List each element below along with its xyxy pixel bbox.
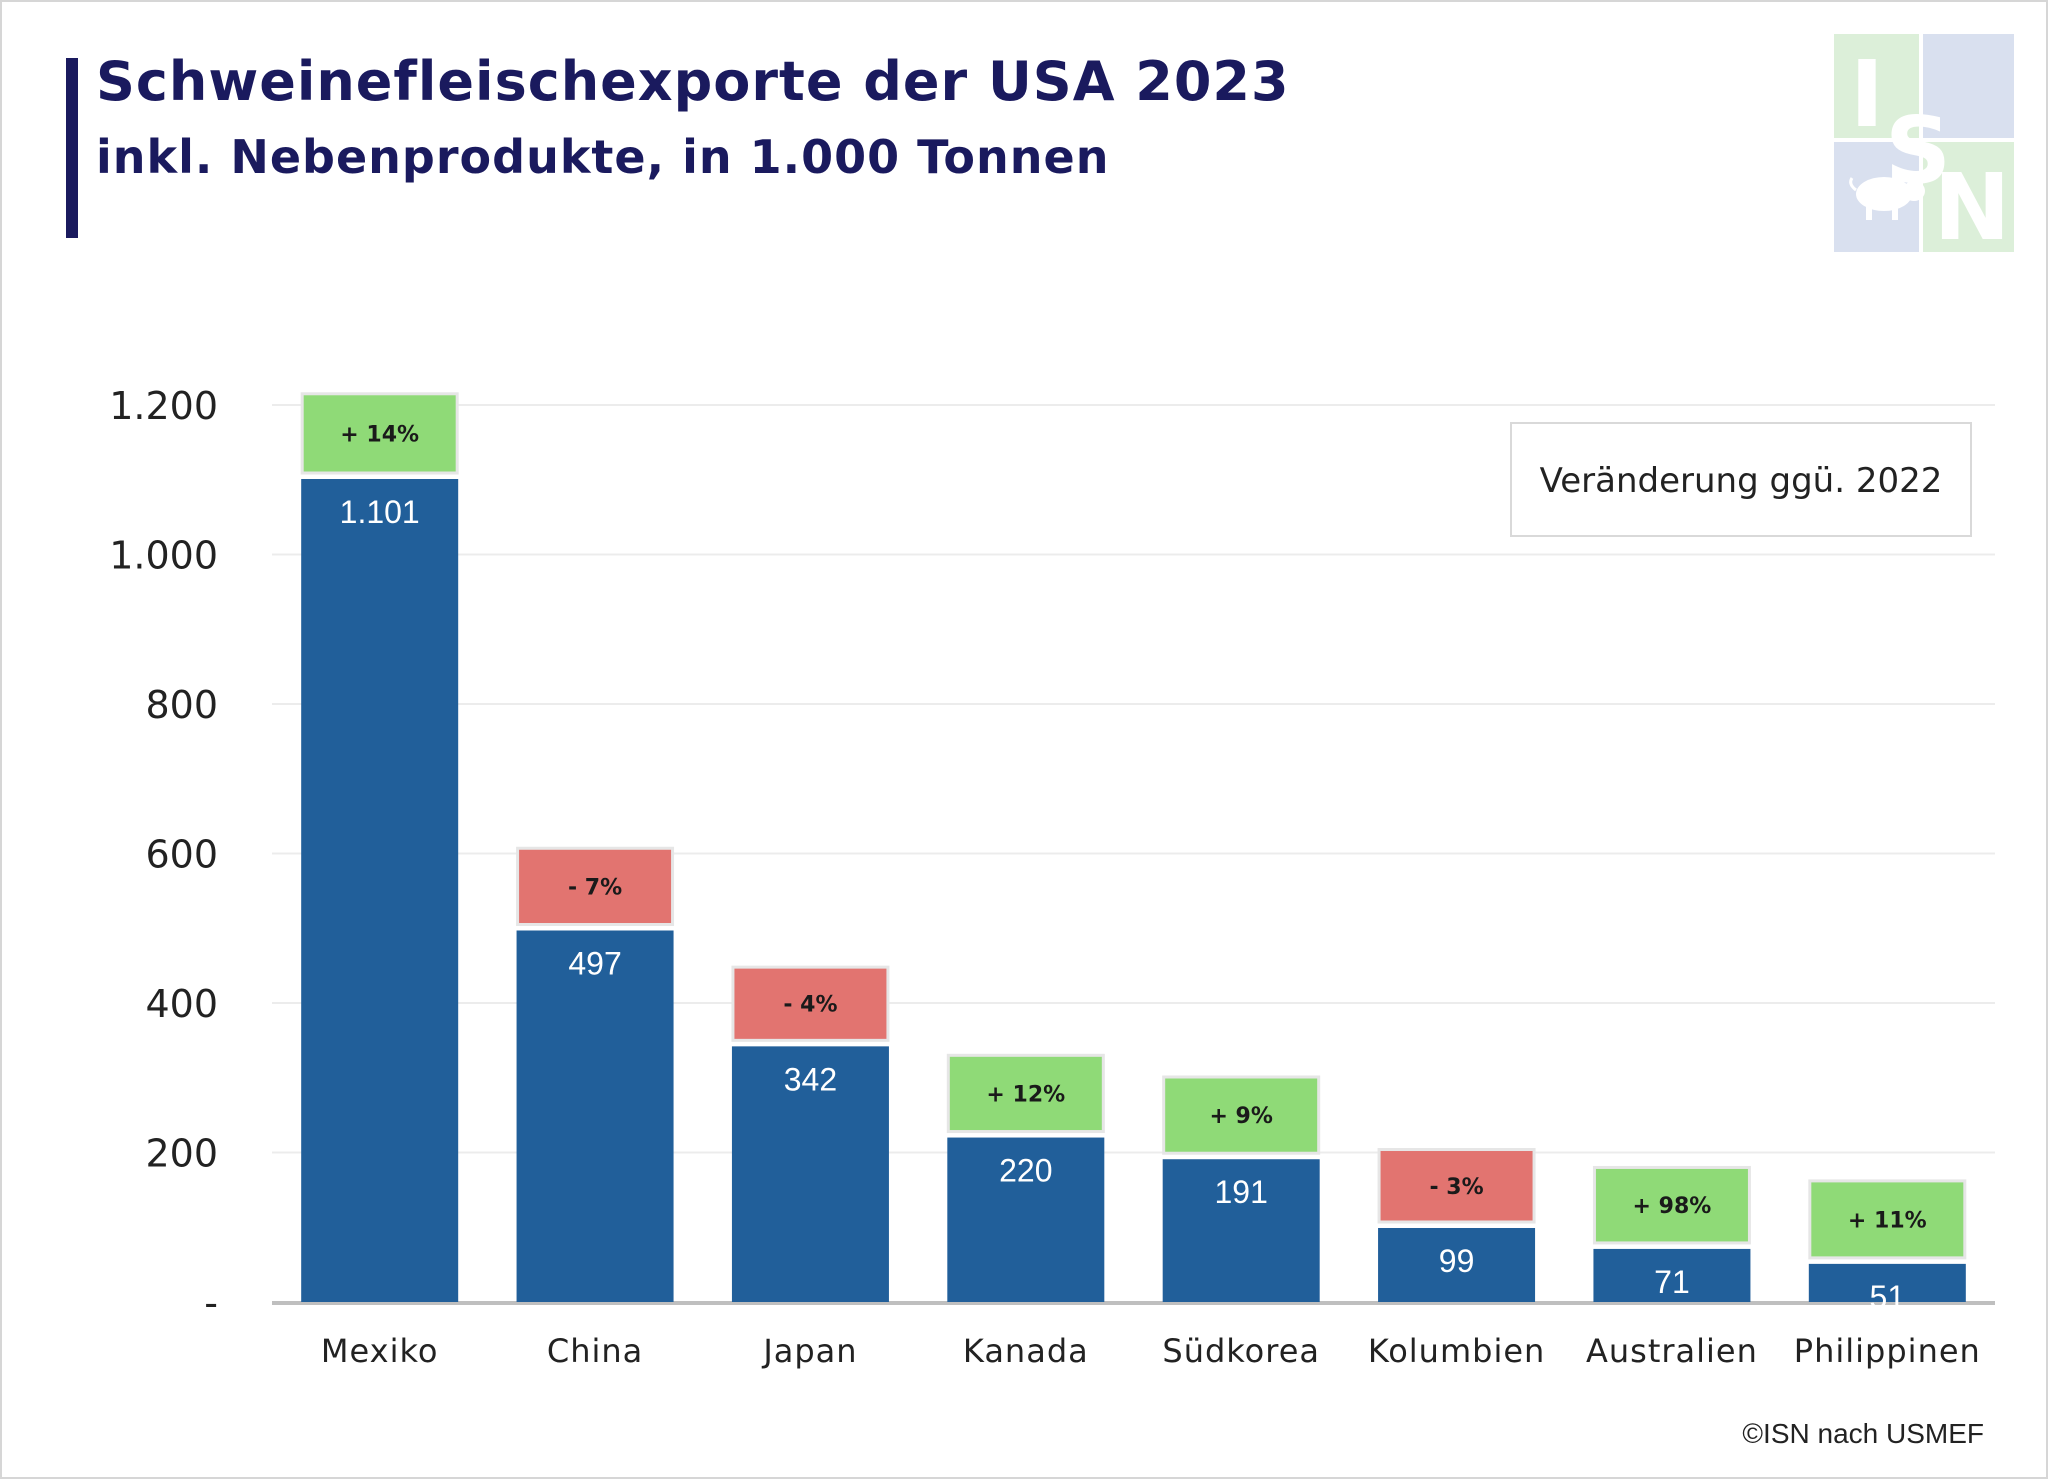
source-note: ©ISN nach USMEF: [1742, 1418, 1984, 1449]
change-label: + 11%: [1848, 1208, 1927, 1233]
x-tick-label: Mexiko: [321, 1332, 439, 1370]
x-tick-label: Australien: [1586, 1332, 1758, 1370]
change-box: [300, 392, 459, 475]
change-label: + 98%: [1633, 1194, 1712, 1219]
pig-icon: [1849, 172, 1925, 220]
bar: [516, 930, 674, 1302]
x-tick-label: Japan: [761, 1332, 857, 1370]
bar-value-label: 99: [1439, 1243, 1475, 1279]
logo-letter-s: S: [1885, 97, 1951, 204]
bar: [947, 1137, 1105, 1302]
y-tick-label: 200: [145, 1132, 218, 1176]
bar-value-label: 191: [1214, 1174, 1267, 1210]
x-tick-label: Kanada: [963, 1332, 1089, 1370]
bar-value-label: 342: [784, 1061, 837, 1097]
y-tick-label: -: [204, 1281, 218, 1325]
bar-value-label: 497: [568, 945, 621, 981]
y-tick-label: 400: [145, 982, 218, 1026]
change-label: - 4%: [783, 993, 837, 1018]
y-tick-label: 800: [145, 683, 218, 727]
change-label: + 9%: [1209, 1104, 1272, 1129]
isn-logo: I S N: [1834, 34, 2014, 252]
y-tick-label: 1.200: [109, 384, 218, 428]
legend-box-frame: [1510, 422, 1972, 537]
bars: 1.101 + 14% Mexiko 497 - 7% China 342 - 4% Japan…: [300, 392, 1981, 1370]
bar: [1593, 1248, 1751, 1302]
bar-value-label: 71: [1654, 1264, 1690, 1300]
x-tick-label: Südkorea: [1162, 1332, 1320, 1370]
y-tick-label: 600: [145, 833, 218, 877]
logo-letter-n: N: [1934, 154, 2011, 252]
y-axis-ticks: - 200 400 600 800 1.000 1.200: [109, 384, 218, 1325]
x-tick-label: China: [547, 1332, 643, 1370]
bar: [1378, 1227, 1536, 1302]
change-box: [1808, 1179, 1967, 1260]
change-box: [1592, 1165, 1751, 1245]
bar: [1808, 1263, 1966, 1302]
change-box: [1162, 1075, 1321, 1155]
logo-tile-green-top: [1834, 34, 1919, 138]
title-accent-bar: [66, 58, 78, 238]
change-box: [516, 846, 675, 926]
change-label: + 14%: [340, 422, 419, 447]
chart-title: Schweinefleischexporte der USA 2023: [96, 50, 1290, 113]
y-tick-label: 1.000: [109, 534, 218, 578]
legend-box-label: Veränderung ggü. 2022: [1540, 461, 1943, 501]
bar-value-label: 1.101: [340, 494, 420, 530]
bar-value-label: 220: [999, 1153, 1052, 1189]
logo-tile-blue-top: [1923, 34, 2014, 138]
bar: [301, 479, 459, 1302]
change-label: - 7%: [568, 875, 622, 900]
x-tick-label: Philippinen: [1794, 1332, 1981, 1370]
x-tick-label: Kolumbien: [1368, 1332, 1545, 1370]
bar-value-label: 51: [1870, 1279, 1906, 1315]
change-box: [946, 1053, 1105, 1134]
logo-tile-green-bottom: [1923, 142, 2014, 252]
change-label: + 12%: [986, 1082, 1065, 1107]
bar: [1162, 1159, 1320, 1302]
change-box: [731, 965, 890, 1042]
change-label: - 3%: [1429, 1175, 1483, 1200]
logo-letter-i: I: [1850, 41, 1884, 148]
chart-subtitle: inkl. Nebenprodukte, in 1.000 Tonnen: [96, 130, 1110, 184]
change-box: [1377, 1148, 1536, 1224]
bar: [731, 1046, 889, 1302]
legend-box: Veränderung ggü. 2022: [1510, 422, 1972, 537]
